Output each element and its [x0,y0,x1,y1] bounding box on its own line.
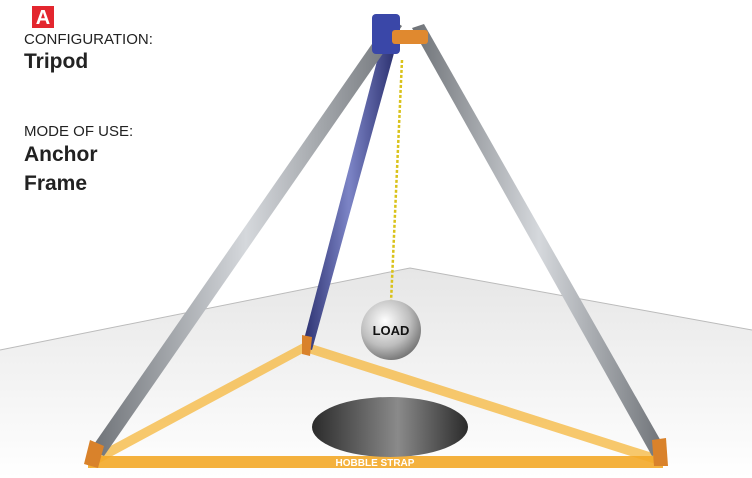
head-blue [372,14,400,54]
middle-leg [302,42,396,350]
head-orange [392,30,428,44]
mode-value-line: Anchor [24,143,98,166]
right-leg [412,24,666,456]
configuration-label: CONFIGURATION: [24,31,153,48]
configuration-value: Tripod [24,50,88,73]
hole [312,397,468,457]
mode-value-line: Frame [24,172,87,195]
mode-label: MODE OF USE: [24,123,133,140]
right-foot [652,438,668,466]
left-foot [84,440,104,468]
strap-sides [88,342,662,468]
load-label: LOAD [373,323,410,338]
floor-edge [0,267,752,351]
load-ball [361,300,421,360]
badge-box [32,6,54,28]
strap-label: HOBBLE STRAP [336,458,415,469]
left-leg [90,18,402,456]
badge: A [36,7,50,29]
rope [389,59,404,303]
middle-foot [302,335,312,356]
strap-front [88,456,663,468]
